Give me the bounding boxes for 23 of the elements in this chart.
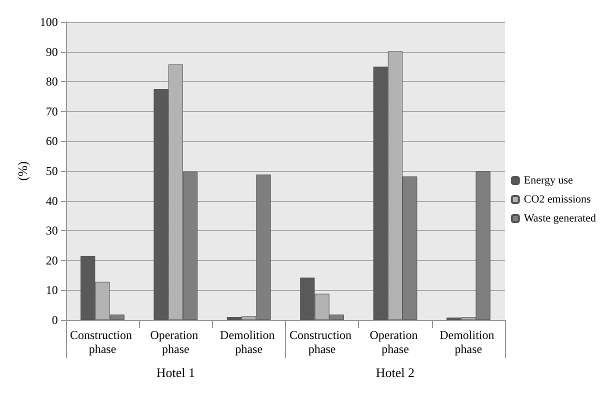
y-tick-label: 20 <box>46 253 58 268</box>
x-tick-label: Operation phase <box>150 328 202 356</box>
legend-label: Energy use <box>524 174 573 186</box>
legend-label: Waste generated <box>524 212 596 224</box>
y-tick-label: 10 <box>46 283 58 298</box>
y-tick-label: 100 <box>40 15 58 29</box>
y-tick-label: 40 <box>46 194 58 208</box>
y-tick-label: 0 <box>52 313 58 327</box>
y-tick-label: 70 <box>46 104 58 118</box>
y-tick-label: 60 <box>46 134 58 148</box>
text: Hotel 2 <box>376 365 415 380</box>
x-tick-label: Construction phase <box>70 328 135 356</box>
x-tick-label: Demolition phase <box>440 328 498 356</box>
x-tick-label: Demolition phase <box>220 328 278 356</box>
y-tick-label: 80 <box>46 74 58 89</box>
x-tick-label: Construction phase <box>290 328 355 356</box>
text: Hotel 1 <box>156 365 195 380</box>
y-tick-label: 50 <box>46 164 58 178</box>
x-tick-label: Operation phase <box>370 328 421 356</box>
y-tick-label: 90 <box>46 44 58 59</box>
legend-label: CO2 emissions <box>524 194 591 206</box>
y-axis-title: (%) <box>15 161 30 181</box>
y-tick-label: 30 <box>46 224 58 238</box>
